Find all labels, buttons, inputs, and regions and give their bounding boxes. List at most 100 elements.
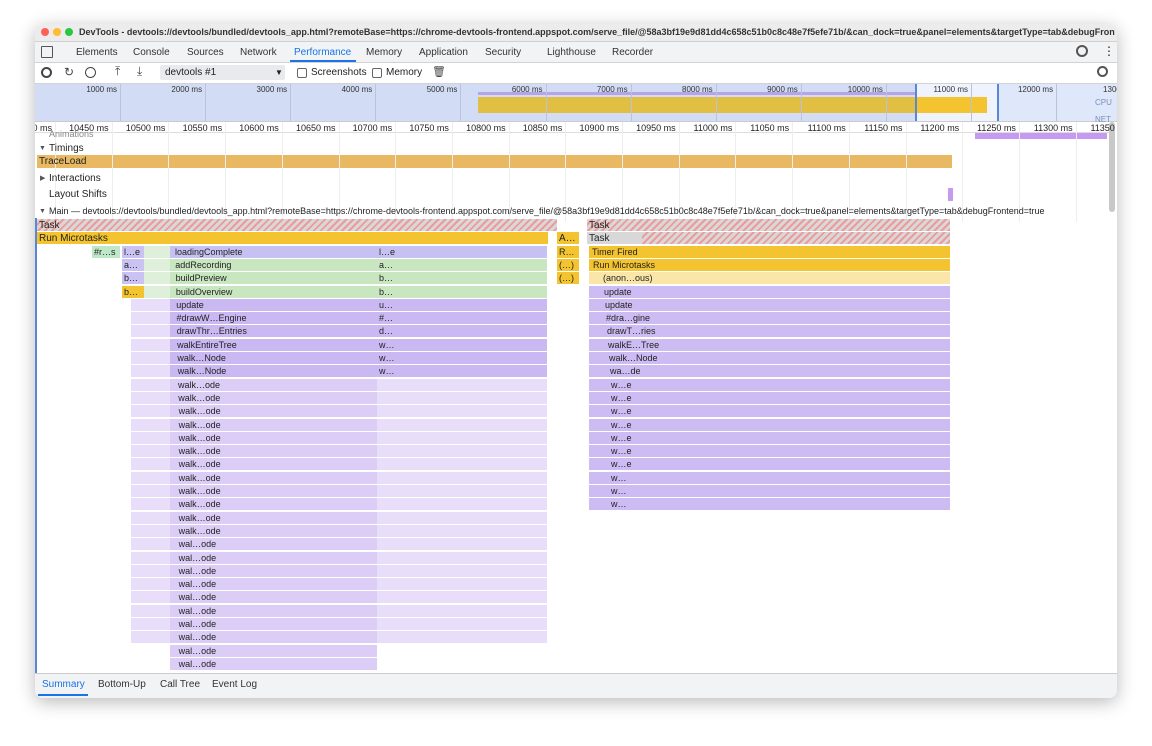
flame-entry[interactable]: wa…de (589, 365, 950, 378)
flame-entry[interactable]: wal…ode (170, 631, 377, 644)
flame-entry[interactable]: R… (557, 245, 579, 258)
flame-entry[interactable]: wal…ode (170, 564, 377, 577)
devtools-tab[interactable]: Lighthouse (547, 47, 596, 58)
bottom-tab[interactable]: Summary (42, 679, 85, 690)
more-icon[interactable]: ⋮ (1103, 45, 1115, 58)
expand-arrow[interactable]: ▼ (39, 145, 46, 152)
flame-entry[interactable]: walk…ode (170, 378, 377, 391)
flame-entry[interactable]: walk…ode (170, 485, 377, 497)
flame-entry[interactable]: Run Microtasks (589, 258, 950, 271)
flame-entry[interactable]: wal…ode (170, 578, 377, 591)
screenshots-checkbox[interactable] (297, 68, 307, 78)
flame-entry[interactable]: A… (557, 232, 579, 245)
flame-entry[interactable]: walkE…Tree (589, 338, 950, 351)
profile-select[interactable] (160, 65, 285, 80)
flame-entry[interactable]: u… (377, 298, 547, 311)
flame-entry[interactable]: walk…Node (589, 352, 950, 364)
flame-entry[interactable]: (anon…ous) (589, 272, 950, 285)
devtools-tab[interactable]: Console (133, 47, 170, 58)
load-button[interactable]: ⤒ (115, 65, 121, 78)
flame-entry[interactable]: walk…ode (170, 445, 377, 458)
devtools-tab[interactable]: Sources (187, 47, 224, 58)
flame-entry[interactable]: Task (37, 219, 557, 231)
flame-entry[interactable]: update (589, 285, 950, 298)
flame-entry[interactable]: w… (377, 365, 547, 378)
flame-entry[interactable]: wal…ode (170, 591, 377, 604)
devtools-tab[interactable]: Performance (294, 47, 352, 58)
flame-entry[interactable]: w…e (589, 418, 950, 431)
flame-entry[interactable]: #dra…gine (589, 312, 950, 325)
flame-entry[interactable]: wal…ode (170, 644, 377, 657)
reload-button[interactable]: ↻ (64, 66, 75, 79)
flame-entry[interactable]: drawT…ries (589, 325, 950, 338)
settings-icon[interactable] (1076, 45, 1088, 57)
flame-entry[interactable]: w… (589, 485, 950, 497)
flame-entry[interactable]: w… (589, 498, 950, 511)
flame-entry[interactable]: wal…ode (170, 657, 377, 670)
flame-entry[interactable]: walk…ode (170, 471, 377, 484)
flame-entry[interactable]: loadingComplete (170, 245, 377, 258)
flame-entry[interactable]: l…e (377, 245, 547, 258)
flame-entry[interactable]: w…e (589, 458, 950, 471)
flame-entry[interactable]: w… (589, 471, 950, 484)
flame-entry[interactable]: w…e (589, 378, 950, 391)
devtools-tab[interactable]: Application (419, 47, 468, 58)
bottom-tab[interactable]: Bottom-Up (98, 679, 146, 690)
flame-entry[interactable]: l…e (122, 245, 144, 258)
gc-button[interactable]: 🗑 (432, 66, 446, 78)
flame-entry[interactable]: b… (122, 285, 144, 298)
flame-entry[interactable]: Task (587, 232, 642, 245)
zoom-button[interactable] (65, 28, 73, 36)
flame-entry[interactable]: b… (122, 272, 144, 285)
devtools-tab[interactable]: Network (240, 47, 277, 58)
flame-entry[interactable]: buildOverview (170, 285, 377, 298)
flame-entry[interactable]: addRecording (170, 258, 377, 271)
devtools-tab[interactable]: Security (485, 47, 522, 58)
flame-entry[interactable]: wal…ode (170, 551, 377, 564)
flame-entry[interactable]: walk…ode (170, 431, 377, 444)
scrollbar[interactable] (1109, 122, 1115, 212)
flame-entry[interactable]: drawThr…Entries (170, 325, 377, 338)
flame-entry[interactable]: Timer Fired (589, 245, 950, 258)
flame-entry[interactable]: walk…Node (170, 365, 377, 378)
flame-entry[interactable]: walk…ode (170, 405, 377, 418)
bottom-tab[interactable]: Event Log (212, 679, 258, 690)
devtools-tab[interactable]: Elements (76, 47, 118, 58)
flame-entry[interactable]: wal…ode (170, 604, 377, 617)
flame-entry[interactable]: update (170, 298, 377, 311)
bottom-tab[interactable]: Call Tree (160, 679, 201, 690)
clear-button[interactable] (85, 67, 96, 78)
flame-entry[interactable]: w… (377, 338, 547, 351)
close-button[interactable] (41, 28, 49, 36)
flame-entry[interactable]: wal…ode (170, 618, 377, 630)
flame-entry[interactable]: walk…ode (170, 391, 377, 404)
flame-entry[interactable]: (…) (557, 258, 579, 271)
flame-entry[interactable]: walk…ode (170, 498, 377, 511)
devtools-tab[interactable]: Memory (366, 47, 403, 58)
flame-entry[interactable]: b… (377, 285, 547, 298)
flame-entry[interactable]: #r…s (92, 245, 120, 258)
flame-entry[interactable]: a… (122, 258, 144, 271)
flame-entry[interactable]: buildPreview (170, 272, 377, 285)
flame-entry[interactable]: b… (377, 272, 547, 285)
minimize-button[interactable] (53, 28, 61, 36)
flame-entry[interactable]: d… (377, 325, 547, 338)
flame-entry[interactable]: Run Microtasks (37, 232, 548, 245)
flame-entry[interactable]: #… (377, 312, 547, 325)
capture-settings[interactable] (1097, 66, 1108, 77)
flame-entry[interactable]: w…e (589, 391, 950, 404)
flame-entry[interactable]: walk…ode (170, 418, 377, 431)
flame-entry[interactable]: w… (377, 352, 547, 364)
flame-entry[interactable]: w…e (589, 405, 950, 418)
flame-entry[interactable]: walk…Node (170, 352, 377, 364)
record-button[interactable] (41, 67, 52, 78)
flame-entry[interactable]: w…e (589, 431, 950, 444)
flame-entry[interactable]: wal…ode (170, 538, 377, 551)
flame-entry[interactable]: Task (587, 219, 950, 231)
flame-entry[interactable]: walk…ode (170, 458, 377, 471)
flame-entry[interactable]: walk…ode (170, 511, 377, 524)
memory-checkbox[interactable] (372, 68, 382, 78)
flame-entry[interactable]: #drawW…Engine (170, 312, 377, 325)
flame-entry[interactable]: a… (377, 258, 547, 271)
inspect-icon[interactable] (41, 46, 53, 58)
